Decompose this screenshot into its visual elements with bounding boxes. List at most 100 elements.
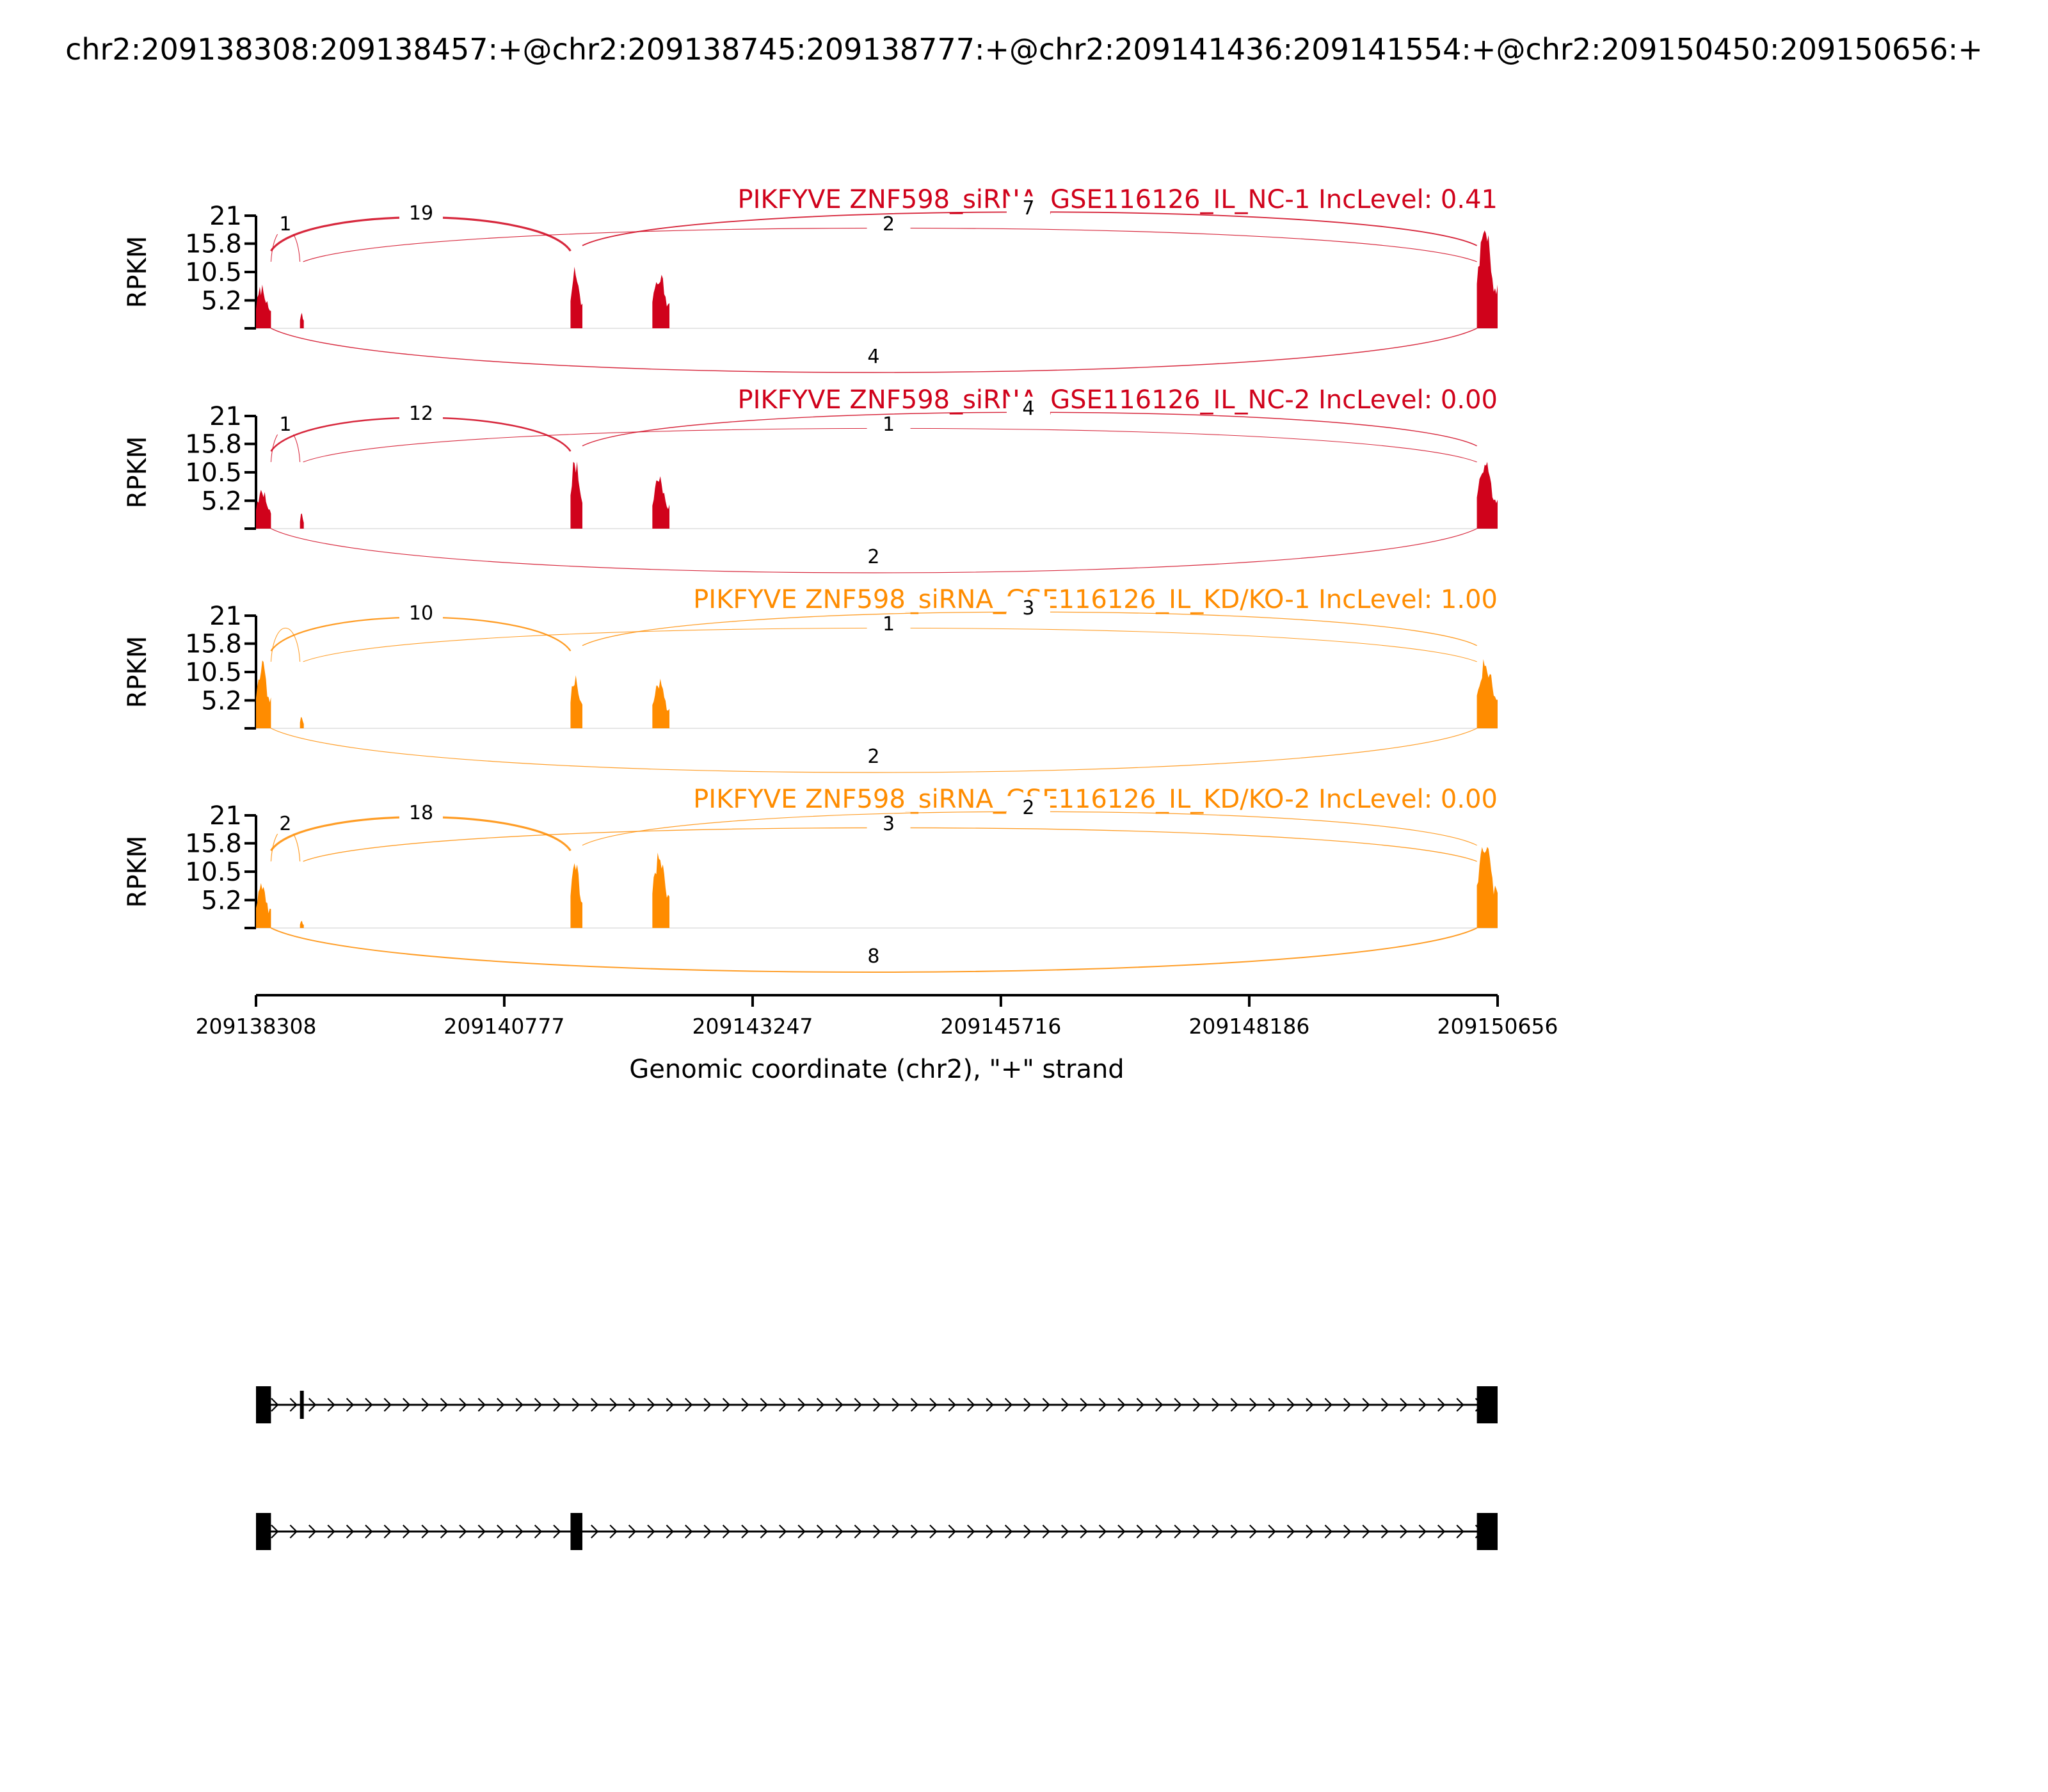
strand-arrow-icon bbox=[1456, 1524, 1464, 1539]
y-tick-label: 15.8 bbox=[185, 230, 242, 259]
strand-arrow-icon bbox=[948, 1398, 956, 1412]
junction-label-bg bbox=[399, 402, 443, 424]
coverage-block bbox=[300, 920, 304, 928]
strand-arrow-icon bbox=[910, 1524, 919, 1539]
strand-arrow-icon bbox=[967, 1524, 975, 1539]
strand-arrow-icon bbox=[591, 1524, 599, 1539]
strand-arrow-icon bbox=[308, 1398, 317, 1412]
strand-arrow-icon bbox=[779, 1524, 787, 1539]
coverage-block bbox=[570, 266, 582, 328]
strand-arrow-icon bbox=[383, 1398, 392, 1412]
strand-arrow-icon bbox=[1042, 1524, 1050, 1539]
junction-count-label: 12 bbox=[409, 403, 433, 425]
junction-count-label: 19 bbox=[409, 202, 433, 225]
strand-arrow-icon bbox=[1268, 1398, 1276, 1412]
junction-label-bg bbox=[867, 212, 911, 234]
strand-arrow-icon bbox=[1437, 1524, 1446, 1539]
junction-label-bg bbox=[399, 202, 443, 224]
isoform-tracks bbox=[256, 1386, 1498, 1550]
strand-arrow-icon bbox=[797, 1398, 806, 1412]
strand-arrow-icon bbox=[308, 1524, 317, 1539]
coverage-block bbox=[256, 883, 271, 928]
strand-arrow-icon bbox=[986, 1524, 994, 1539]
isoform-track bbox=[256, 1386, 1498, 1423]
coverage-block bbox=[1476, 230, 1498, 328]
strand-arrow-icon bbox=[365, 1398, 373, 1412]
junction-count-label: 1 bbox=[279, 413, 291, 436]
strand-arrow-icon bbox=[1098, 1524, 1107, 1539]
coverage-block bbox=[652, 852, 670, 928]
strand-arrow-icon bbox=[591, 1398, 599, 1412]
junction-count-label: 18 bbox=[409, 802, 433, 824]
junction-count-label: 2 bbox=[867, 546, 879, 568]
strand-arrow-icon bbox=[854, 1398, 862, 1412]
coverage-block bbox=[1476, 659, 1498, 728]
strand-arrow-icon bbox=[609, 1524, 618, 1539]
strand-arrow-icon bbox=[1061, 1524, 1069, 1539]
y-axis-label: RPKM bbox=[123, 836, 152, 908]
junction-count-label: 2 bbox=[883, 213, 895, 236]
strand-arrow-icon bbox=[760, 1398, 768, 1412]
strand-arrow-icon bbox=[1080, 1524, 1088, 1539]
y-tick-label: 15.8 bbox=[185, 430, 242, 460]
junction-label-bg bbox=[867, 612, 911, 634]
y-tick-label: 10.5 bbox=[185, 258, 242, 287]
strand-arrow-icon bbox=[327, 1398, 335, 1412]
junction-arc bbox=[271, 528, 1477, 573]
junction-label-bg bbox=[851, 345, 895, 367]
strand-arrow-icon bbox=[1117, 1524, 1126, 1539]
junction-label-bg bbox=[851, 745, 895, 767]
junction-count-label: 1 bbox=[279, 213, 291, 236]
junction-count-label: 2 bbox=[867, 746, 879, 768]
strand-arrow-icon bbox=[722, 1524, 731, 1539]
coverage-block bbox=[652, 476, 670, 529]
junction-count-label: 10 bbox=[409, 602, 433, 625]
strand-arrow-icon bbox=[892, 1398, 900, 1412]
strand-arrow-icon bbox=[741, 1524, 749, 1539]
junction-label-bg bbox=[399, 602, 443, 624]
strand-arrow-icon bbox=[534, 1398, 543, 1412]
strand-arrow-icon bbox=[553, 1524, 561, 1539]
strand-arrow-icon bbox=[722, 1398, 731, 1412]
junction-count-label: 4 bbox=[867, 346, 879, 368]
strand-arrow-icon bbox=[459, 1398, 467, 1412]
y-tick-label: 10.5 bbox=[185, 458, 242, 488]
strand-arrow-icon bbox=[421, 1524, 429, 1539]
junction-count-label: 3 bbox=[883, 813, 895, 835]
strand-arrow-icon bbox=[1249, 1524, 1258, 1539]
strand-arrow-icon bbox=[477, 1524, 486, 1539]
strand-arrow-icon bbox=[628, 1524, 637, 1539]
strand-arrow-icon bbox=[440, 1524, 449, 1539]
strand-arrow-icon bbox=[1362, 1398, 1370, 1412]
junction-count-label: 1 bbox=[883, 613, 895, 636]
exon-block bbox=[300, 1391, 304, 1419]
strand-arrow-icon bbox=[1174, 1524, 1182, 1539]
junction-count-label: 3 bbox=[1022, 597, 1034, 620]
strand-arrow-icon bbox=[515, 1398, 524, 1412]
strand-arrow-icon bbox=[346, 1524, 355, 1539]
y-tick-label: 5.2 bbox=[201, 286, 242, 316]
strand-arrow-icon bbox=[1230, 1524, 1238, 1539]
junction-count-label: 2 bbox=[279, 813, 291, 835]
strand-arrow-icon bbox=[1324, 1398, 1332, 1412]
strand-arrow-icon bbox=[534, 1524, 543, 1539]
coverage-block bbox=[256, 660, 271, 728]
strand-arrow-icon bbox=[440, 1398, 449, 1412]
junction-label-bg bbox=[867, 812, 911, 834]
strand-arrow-icon bbox=[1362, 1524, 1370, 1539]
junction-label-bg bbox=[1006, 796, 1050, 818]
junction-count-label: 2 bbox=[1022, 797, 1034, 819]
strand-arrow-icon bbox=[477, 1398, 486, 1412]
junction-arc bbox=[271, 328, 1477, 373]
sample-title: PIKFYVE ZNF598_siRNA_GSE116126_IL_NC-1 I… bbox=[737, 185, 1498, 214]
strand-arrow-icon bbox=[703, 1524, 712, 1539]
x-axis: 209138308 209140777 209143247 209145716 2091… bbox=[196, 994, 1558, 1084]
strand-arrow-icon bbox=[1023, 1398, 1032, 1412]
junction-label-bg bbox=[263, 812, 307, 834]
y-axis-label: RPKM bbox=[123, 636, 152, 708]
y-tick-label: 10.5 bbox=[185, 858, 242, 887]
